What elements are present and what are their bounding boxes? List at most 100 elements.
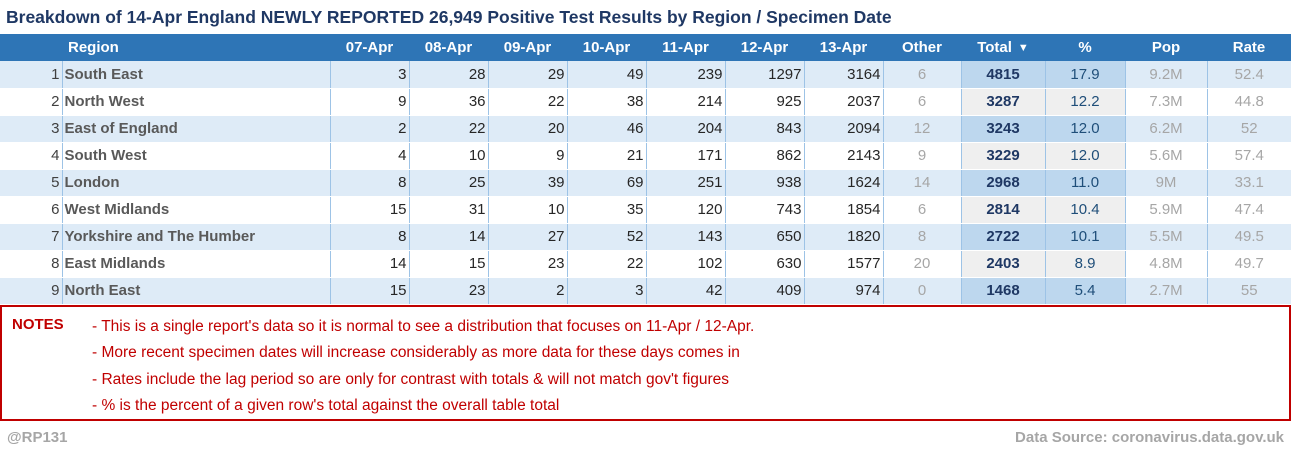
results-table: Region 07-Apr 08-Apr 09-Apr 10-Apr 11-Ap… bbox=[0, 34, 1291, 305]
table-row: 2 North West 9 36 22 38 214 925 2037 6 3… bbox=[0, 88, 1291, 116]
cell-07-apr: 4 bbox=[329, 142, 409, 170]
cell-total: 3287 bbox=[960, 88, 1045, 116]
cell-07-apr: 15 bbox=[329, 277, 409, 305]
cell-rate: 55 bbox=[1206, 277, 1291, 305]
table-row: 6 West Midlands 15 31 10 35 120 743 1854… bbox=[0, 196, 1291, 224]
cell-pop: 6.2M bbox=[1124, 115, 1207, 143]
note-item: - Rates include the lag period so are on… bbox=[92, 370, 730, 388]
cell-07-apr: 2 bbox=[329, 115, 409, 143]
cell-11-apr: 204 bbox=[645, 115, 725, 143]
row-number: 9 bbox=[0, 277, 62, 305]
footer: @RP131 Data Source: coronavirus.data.gov… bbox=[0, 421, 1291, 454]
cell-11-apr: 251 bbox=[645, 169, 725, 197]
data-source: Data Source: coronavirus.data.gov.uk bbox=[1015, 428, 1284, 446]
header-blank bbox=[0, 34, 62, 61]
header-10-apr: 10-Apr bbox=[567, 34, 646, 61]
cell-12-apr: 409 bbox=[724, 277, 804, 305]
cell-08-apr: 14 bbox=[408, 223, 488, 251]
cell-percent: 12.0 bbox=[1044, 115, 1125, 143]
note-item: - This is a single report's data so it i… bbox=[92, 317, 755, 335]
header-region: Region bbox=[62, 34, 330, 61]
header-13-apr: 13-Apr bbox=[804, 34, 883, 61]
table-row: 4 South West 4 10 9 21 171 862 2143 9 32… bbox=[0, 142, 1291, 170]
header-total[interactable]: Total ▼ bbox=[961, 34, 1045, 61]
cell-08-apr: 31 bbox=[408, 196, 488, 224]
cell-other: 20 bbox=[882, 250, 961, 278]
cell-percent: 5.4 bbox=[1044, 277, 1125, 305]
cell-10-apr: 49 bbox=[566, 61, 646, 89]
cell-09-apr: 22 bbox=[487, 88, 567, 116]
cell-08-apr: 23 bbox=[408, 277, 488, 305]
cell-total: 2722 bbox=[960, 223, 1045, 251]
header-12-apr: 12-Apr bbox=[725, 34, 804, 61]
notes-label: NOTES bbox=[12, 315, 64, 333]
cell-13-apr: 1577 bbox=[803, 250, 883, 278]
region-cell: East of England bbox=[61, 115, 330, 143]
region-cell: North East bbox=[61, 277, 330, 305]
row-number: 2 bbox=[0, 88, 62, 116]
cell-13-apr: 2037 bbox=[803, 88, 883, 116]
region-cell: North West bbox=[61, 88, 330, 116]
cell-07-apr: 9 bbox=[329, 88, 409, 116]
cell-10-apr: 35 bbox=[566, 196, 646, 224]
notes-list: - This is a single report's data so it i… bbox=[92, 314, 754, 420]
cell-total: 2968 bbox=[960, 169, 1045, 197]
cell-09-apr: 20 bbox=[487, 115, 567, 143]
cell-rate: 44.8 bbox=[1206, 88, 1291, 116]
cell-pop: 9.2M bbox=[1124, 61, 1207, 89]
header-09-apr: 09-Apr bbox=[488, 34, 567, 61]
cell-13-apr: 1820 bbox=[803, 223, 883, 251]
cell-11-apr: 120 bbox=[645, 196, 725, 224]
note-item: - % is the percent of a given row's tota… bbox=[92, 397, 560, 414]
cell-pop: 9M bbox=[1124, 169, 1207, 197]
cell-10-apr: 69 bbox=[566, 169, 646, 197]
cell-10-apr: 46 bbox=[566, 115, 646, 143]
cell-10-apr: 22 bbox=[566, 250, 646, 278]
header-rate: Rate bbox=[1207, 34, 1291, 61]
cell-other: 14 bbox=[882, 169, 961, 197]
cell-12-apr: 650 bbox=[724, 223, 804, 251]
cell-09-apr: 27 bbox=[487, 223, 567, 251]
table-row: 9 North East 15 23 2 3 42 409 974 0 1468… bbox=[0, 277, 1291, 305]
region-cell: London bbox=[61, 169, 330, 197]
cell-rate: 49.5 bbox=[1206, 223, 1291, 251]
cell-total: 2403 bbox=[960, 250, 1045, 278]
cell-11-apr: 143 bbox=[645, 223, 725, 251]
cell-07-apr: 14 bbox=[329, 250, 409, 278]
cell-12-apr: 843 bbox=[724, 115, 804, 143]
sort-desc-icon[interactable]: ▼ bbox=[1017, 42, 1029, 54]
header-07-apr: 07-Apr bbox=[330, 34, 409, 61]
region-cell: South East bbox=[61, 61, 330, 89]
region-cell: East Midlands bbox=[61, 250, 330, 278]
cell-pop: 2.7M bbox=[1124, 277, 1207, 305]
cell-other: 6 bbox=[882, 88, 961, 116]
note-item: - More recent specimen dates will increa… bbox=[92, 344, 740, 361]
cell-other: 12 bbox=[882, 115, 961, 143]
cell-total: 3243 bbox=[960, 115, 1045, 143]
cell-pop: 5.5M bbox=[1124, 223, 1207, 251]
cell-07-apr: 8 bbox=[329, 223, 409, 251]
cell-07-apr: 3 bbox=[329, 61, 409, 89]
table-row: 8 East Midlands 14 15 23 22 102 630 1577… bbox=[0, 250, 1291, 278]
cell-pop: 5.6M bbox=[1124, 142, 1207, 170]
row-number: 8 bbox=[0, 250, 62, 278]
cell-rate: 47.4 bbox=[1206, 196, 1291, 224]
row-number: 3 bbox=[0, 115, 62, 143]
cell-pop: 4.8M bbox=[1124, 250, 1207, 278]
cell-09-apr: 9 bbox=[487, 142, 567, 170]
row-number: 7 bbox=[0, 223, 62, 251]
cell-07-apr: 8 bbox=[329, 169, 409, 197]
cell-other: 9 bbox=[882, 142, 961, 170]
cell-09-apr: 10 bbox=[487, 196, 567, 224]
cell-13-apr: 1854 bbox=[803, 196, 883, 224]
cell-pop: 7.3M bbox=[1124, 88, 1207, 116]
cell-11-apr: 102 bbox=[645, 250, 725, 278]
cell-rate: 49.7 bbox=[1206, 250, 1291, 278]
page-title: Breakdown of 14-Apr England NEWLY REPORT… bbox=[6, 7, 892, 27]
cell-rate: 52 bbox=[1206, 115, 1291, 143]
cell-percent: 11.0 bbox=[1044, 169, 1125, 197]
region-cell: Yorkshire and The Humber bbox=[61, 223, 330, 251]
cell-08-apr: 28 bbox=[408, 61, 488, 89]
cell-percent: 10.1 bbox=[1044, 223, 1125, 251]
